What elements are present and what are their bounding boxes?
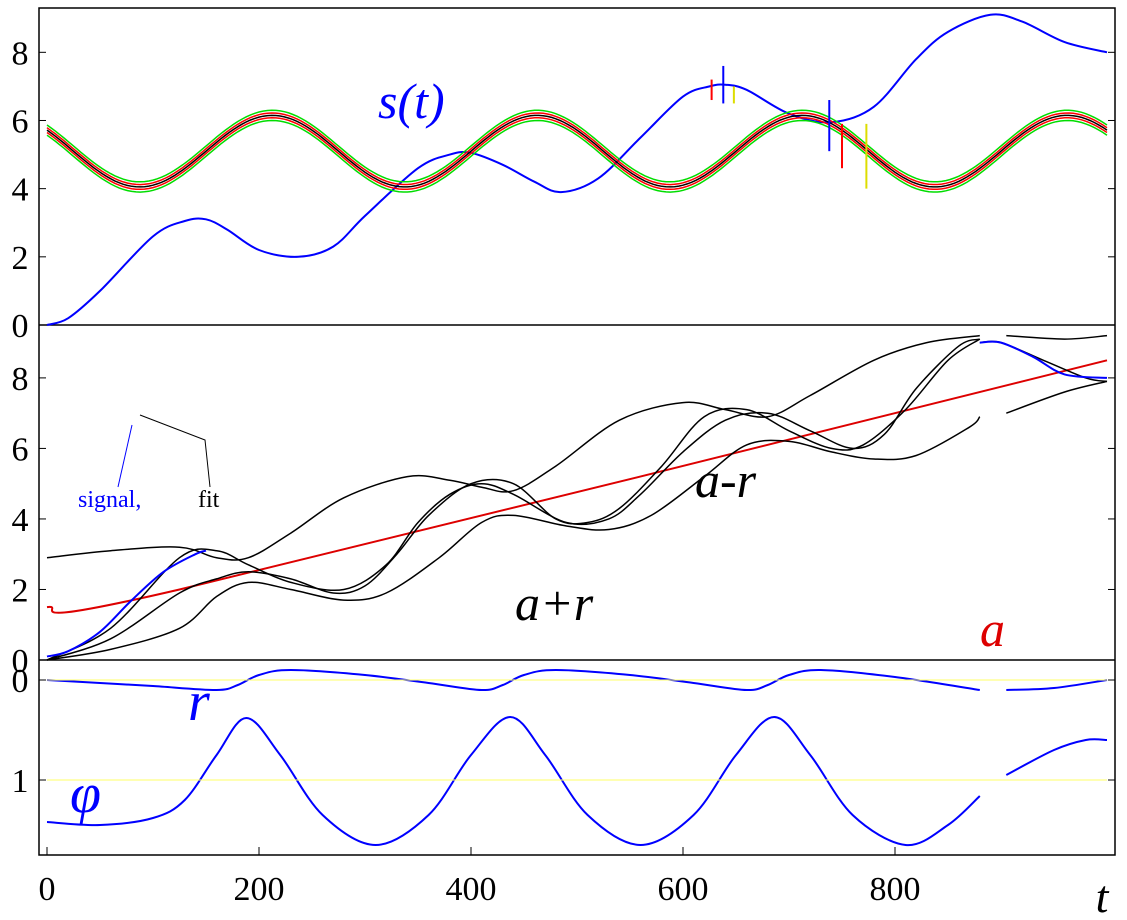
x-tick-label: 0 <box>39 871 56 908</box>
series-phi <box>46 668 980 692</box>
x-tick-label: 600 <box>658 871 709 908</box>
y-tick-label: 1 <box>12 763 29 800</box>
series-mid-curve-2 <box>46 338 981 661</box>
y-tick-label: 0 <box>12 663 29 700</box>
annotation-3: a <box>980 601 1005 657</box>
series-band-inner-upper <box>46 117 1108 191</box>
series-signal <box>46 549 207 658</box>
annotation-1: r <box>188 671 210 733</box>
series-a-r-2 <box>1006 334 1108 340</box>
panel-middle: 0 2 4 6 8 a-r a+r a signal, fit <box>12 334 1115 680</box>
x-tick-label: 800 <box>870 871 921 908</box>
y-tick-label: 8 <box>12 361 29 398</box>
series-band-center <box>46 114 1108 188</box>
annotation-5: fit <box>198 487 220 513</box>
annotation-4: signal, <box>78 487 141 513</box>
y-tick-label: 6 <box>12 103 29 140</box>
series-a <box>46 359 1108 614</box>
series-a-r <box>46 416 981 661</box>
series-r-2 <box>1005 738 1108 776</box>
y-tick-label: 6 <box>12 431 29 468</box>
series-a-r <box>46 334 980 561</box>
x-tick-label: 400 <box>446 871 497 908</box>
callout-signal <box>117 424 133 488</box>
y-tick-label: 2 <box>12 240 29 277</box>
series-band-inner-lower <box>46 112 1108 186</box>
y-tick-label: 4 <box>12 502 29 539</box>
panel-frames <box>38 7 1116 856</box>
series-s-t- <box>46 13 1108 326</box>
annotation-2: a+r <box>515 575 594 631</box>
annotation-1: a-r <box>695 452 757 508</box>
series-band-outer-upper <box>46 119 1108 193</box>
x-axis-label: t <box>1096 871 1110 920</box>
annotation-1: s(t) <box>378 73 445 129</box>
series-r <box>46 715 981 847</box>
outer-frame <box>38 7 1116 856</box>
x-axis: 0 200 400 600 800 t <box>39 847 1110 920</box>
annotation-2: φ <box>70 763 101 825</box>
series-mid-curve-1 <box>46 338 981 661</box>
panel-top: 0 2 4 6 8 s(t) <box>12 13 1115 345</box>
x-tick-label: 200 <box>234 871 285 908</box>
panel-bottom: 0 1 r φ <box>12 663 1115 847</box>
series-phi-2 <box>1006 679 1108 691</box>
y-tick-label: 0 <box>12 643 29 680</box>
callout-fit <box>139 414 211 488</box>
series-signal-right <box>979 340 1108 379</box>
series-band-outer-lower <box>46 109 1108 183</box>
y-tick-label: 4 <box>12 172 29 209</box>
y-tick-label: 8 <box>12 35 29 72</box>
y-tick-label: 0 <box>12 308 29 345</box>
y-tick-label: 2 <box>12 572 29 609</box>
series-a-r-2 <box>1006 380 1108 414</box>
